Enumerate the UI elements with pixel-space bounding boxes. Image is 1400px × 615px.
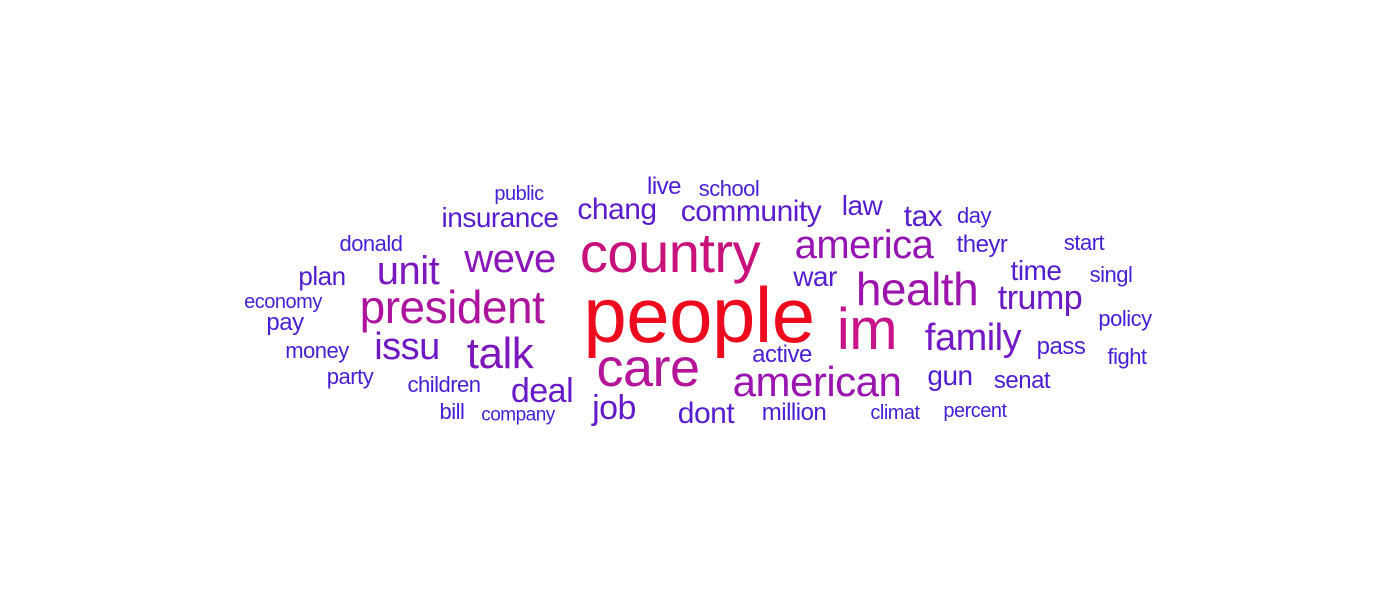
word: million — [761, 399, 827, 426]
word: money — [285, 338, 349, 363]
word: health — [855, 263, 979, 315]
word: start — [1063, 230, 1105, 255]
word: fight — [1107, 344, 1147, 369]
word: active — [752, 341, 812, 368]
word: school — [698, 176, 760, 201]
word: gun — [927, 360, 973, 391]
word: community — [680, 195, 822, 228]
word: time — [1010, 255, 1062, 286]
word: day — [957, 203, 991, 228]
word: job — [592, 389, 636, 427]
word: bill — [439, 399, 465, 424]
word: donald — [339, 231, 403, 256]
word: children — [407, 372, 481, 397]
word: weve — [464, 237, 556, 281]
word: care — [596, 338, 700, 398]
word: chang — [577, 193, 657, 226]
word: party — [326, 364, 374, 389]
word: american — [732, 358, 902, 405]
word: unit — [376, 249, 440, 293]
word: pay — [266, 309, 304, 336]
word: insurance — [441, 202, 559, 233]
word: singl — [1089, 262, 1133, 287]
word: talk — [466, 329, 534, 378]
word: percent — [943, 400, 1007, 422]
word: dont — [677, 397, 735, 430]
word: trump — [997, 279, 1083, 317]
word: plan — [298, 261, 346, 291]
word: public — [494, 183, 544, 205]
word: family — [924, 317, 1022, 359]
word: economy — [244, 291, 322, 313]
word: theyr — [956, 231, 1008, 258]
word: policy — [1098, 306, 1152, 331]
word: company — [481, 404, 555, 426]
word: pass — [1036, 333, 1086, 360]
word: im — [836, 297, 898, 362]
word: tax — [903, 200, 943, 233]
word: people — [583, 271, 815, 359]
word: live — [646, 173, 682, 200]
word: climat — [870, 402, 920, 424]
word: president — [359, 281, 545, 333]
word: law — [841, 190, 883, 221]
word: issu — [374, 326, 440, 368]
word: deal — [510, 372, 574, 410]
word: america — [794, 223, 934, 267]
word: country — [579, 221, 761, 284]
word: war — [793, 261, 837, 292]
word: senat — [993, 367, 1051, 394]
